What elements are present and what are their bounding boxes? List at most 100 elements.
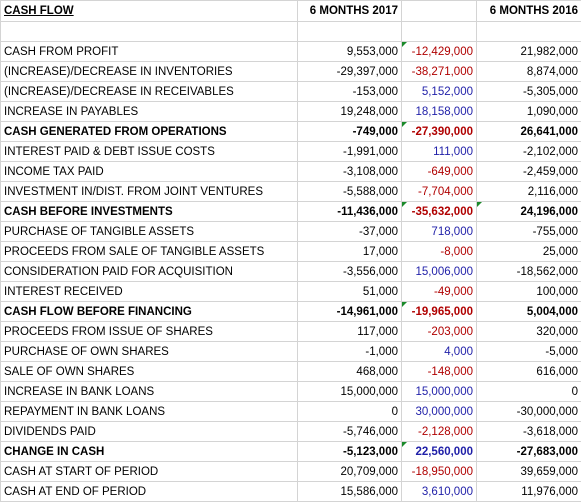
value-difference[interactable]: -7,704,000: [401, 181, 477, 202]
value-difference[interactable]: 15,000,000: [401, 381, 477, 402]
col-header-2016[interactable]: 6 MONTHS 2016: [476, 0, 581, 22]
value-2017[interactable]: -5,123,000: [297, 441, 402, 462]
row-label[interactable]: DIVIDENDS PAID: [0, 421, 298, 442]
value-2017[interactable]: 117,000: [297, 321, 402, 342]
row-label[interactable]: CASH GENERATED FROM OPERATIONS: [0, 121, 298, 142]
row-label[interactable]: CASH AT END OF PERIOD: [0, 481, 298, 502]
value-2017[interactable]: -749,000: [297, 121, 402, 142]
blank-cell[interactable]: [401, 21, 477, 42]
value-difference[interactable]: -203,000: [401, 321, 477, 342]
value-2016[interactable]: 24,196,000: [476, 201, 581, 222]
row-label[interactable]: (INCREASE)/DECREASE IN RECEIVABLES: [0, 81, 298, 102]
value-difference[interactable]: -27,390,000: [401, 121, 477, 142]
value-2016[interactable]: 320,000: [476, 321, 581, 342]
value-difference[interactable]: 5,152,000: [401, 81, 477, 102]
value-2017[interactable]: -29,397,000: [297, 61, 402, 82]
value-2017[interactable]: -5,746,000: [297, 421, 402, 442]
value-difference[interactable]: -148,000: [401, 361, 477, 382]
row-label[interactable]: CONSIDERATION PAID FOR ACQUISITION: [0, 261, 298, 282]
value-difference[interactable]: -38,271,000: [401, 61, 477, 82]
row-label[interactable]: SALE OF OWN SHARES: [0, 361, 298, 382]
value-2017[interactable]: 468,000: [297, 361, 402, 382]
value-2016[interactable]: 0: [476, 381, 581, 402]
value-difference[interactable]: 15,006,000: [401, 261, 477, 282]
row-label[interactable]: CASH FLOW BEFORE FINANCING: [0, 301, 298, 322]
value-2016[interactable]: 5,004,000: [476, 301, 581, 322]
value-2016[interactable]: 616,000: [476, 361, 581, 382]
value-2017[interactable]: 17,000: [297, 241, 402, 262]
row-label[interactable]: PURCHASE OF OWN SHARES: [0, 341, 298, 362]
value-2016[interactable]: -5,000: [476, 341, 581, 362]
value-2016[interactable]: 11,976,000: [476, 481, 581, 502]
value-2017[interactable]: 15,586,000: [297, 481, 402, 502]
value-2016[interactable]: 100,000: [476, 281, 581, 302]
row-label[interactable]: INCREASE IN PAYABLES: [0, 101, 298, 122]
row-label[interactable]: INCOME TAX PAID: [0, 161, 298, 182]
value-difference[interactable]: 30,000,000: [401, 401, 477, 422]
value-2017[interactable]: 15,000,000: [297, 381, 402, 402]
col-header-2017[interactable]: 6 MONTHS 2017: [297, 0, 402, 22]
value-2017[interactable]: 51,000: [297, 281, 402, 302]
blank-cell[interactable]: [0, 21, 298, 42]
row-label[interactable]: INTEREST RECEIVED: [0, 281, 298, 302]
value-2017[interactable]: 19,248,000: [297, 101, 402, 122]
row-label[interactable]: INCREASE IN BANK LOANS: [0, 381, 298, 402]
row-label[interactable]: PURCHASE OF TANGIBLE ASSETS: [0, 221, 298, 242]
value-2016[interactable]: 26,641,000: [476, 121, 581, 142]
row-label[interactable]: PROCEEDS FROM ISSUE OF SHARES: [0, 321, 298, 342]
row-label[interactable]: REPAYMENT IN BANK LOANS: [0, 401, 298, 422]
blank-cell[interactable]: [476, 21, 581, 42]
value-2016[interactable]: -2,459,000: [476, 161, 581, 182]
value-difference[interactable]: -12,429,000: [401, 41, 477, 62]
row-label[interactable]: PROCEEDS FROM SALE OF TANGIBLE ASSETS: [0, 241, 298, 262]
col-header-diff[interactable]: [401, 0, 477, 22]
value-2017[interactable]: -5,588,000: [297, 181, 402, 202]
value-2016[interactable]: 2,116,000: [476, 181, 581, 202]
value-2016[interactable]: -5,305,000: [476, 81, 581, 102]
value-difference[interactable]: -18,950,000: [401, 461, 477, 482]
value-difference[interactable]: -35,632,000: [401, 201, 477, 222]
value-2016[interactable]: 21,982,000: [476, 41, 581, 62]
row-label[interactable]: CASH AT START OF PERIOD: [0, 461, 298, 482]
value-2016[interactable]: 1,090,000: [476, 101, 581, 122]
value-difference[interactable]: 718,000: [401, 221, 477, 242]
value-2016[interactable]: -755,000: [476, 221, 581, 242]
value-2016[interactable]: 39,659,000: [476, 461, 581, 482]
value-2017[interactable]: -37,000: [297, 221, 402, 242]
value-difference[interactable]: -8,000: [401, 241, 477, 262]
value-difference[interactable]: 18,158,000: [401, 101, 477, 122]
value-2016[interactable]: 8,874,000: [476, 61, 581, 82]
row-label[interactable]: (INCREASE)/DECREASE IN INVENTORIES: [0, 61, 298, 82]
value-2016[interactable]: -30,000,000: [476, 401, 581, 422]
value-2017[interactable]: -3,556,000: [297, 261, 402, 282]
value-difference[interactable]: 22,560,000: [401, 441, 477, 462]
value-2017[interactable]: 20,709,000: [297, 461, 402, 482]
value-difference[interactable]: 3,610,000: [401, 481, 477, 502]
value-difference[interactable]: -19,965,000: [401, 301, 477, 322]
value-2017[interactable]: -1,991,000: [297, 141, 402, 162]
row-label[interactable]: CASH FROM PROFIT: [0, 41, 298, 62]
row-label[interactable]: INTEREST PAID & DEBT ISSUE COSTS: [0, 141, 298, 162]
value-2017[interactable]: -153,000: [297, 81, 402, 102]
row-label[interactable]: CHANGE IN CASH: [0, 441, 298, 462]
value-difference[interactable]: -2,128,000: [401, 421, 477, 442]
value-2017[interactable]: -11,436,000: [297, 201, 402, 222]
blank-cell[interactable]: [297, 21, 402, 42]
value-2017[interactable]: -3,108,000: [297, 161, 402, 182]
value-difference[interactable]: 111,000: [401, 141, 477, 162]
value-difference[interactable]: -649,000: [401, 161, 477, 182]
table-title[interactable]: CASH FLOW: [0, 0, 298, 22]
value-difference[interactable]: 4,000: [401, 341, 477, 362]
value-2017[interactable]: -14,961,000: [297, 301, 402, 322]
value-2017[interactable]: 9,553,000: [297, 41, 402, 62]
row-label[interactable]: CASH BEFORE INVESTMENTS: [0, 201, 298, 222]
value-2016[interactable]: -2,102,000: [476, 141, 581, 162]
value-difference[interactable]: -49,000: [401, 281, 477, 302]
value-2016[interactable]: 25,000: [476, 241, 581, 262]
row-label[interactable]: INVESTMENT IN/DIST. FROM JOINT VENTURES: [0, 181, 298, 202]
value-2016[interactable]: -27,683,000: [476, 441, 581, 462]
value-2017[interactable]: -1,000: [297, 341, 402, 362]
value-2016[interactable]: -18,562,000: [476, 261, 581, 282]
value-2017[interactable]: 0: [297, 401, 402, 422]
value-2016[interactable]: -3,618,000: [476, 421, 581, 442]
